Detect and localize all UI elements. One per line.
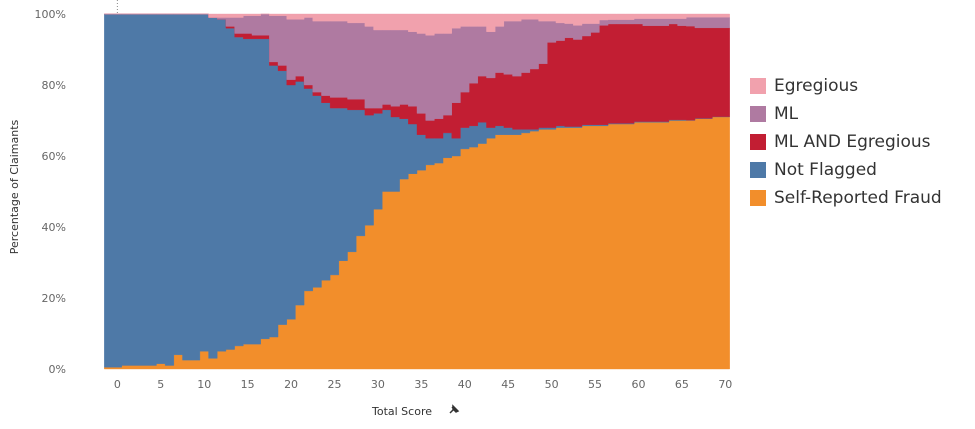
x-tick-label: 35 bbox=[414, 378, 428, 391]
x-tick-label: 15 bbox=[241, 378, 255, 391]
x-tick-label: 0 bbox=[114, 378, 121, 391]
area-egregious bbox=[104, 13, 730, 36]
y-axis-ticks: 0% 20% 40% 60% 80% 100% bbox=[35, 8, 66, 376]
x-tick-label: 5 bbox=[157, 378, 164, 391]
legend-label: ML AND Egregious bbox=[774, 132, 931, 152]
x-tick-label: 50 bbox=[545, 378, 559, 391]
x-tick-label: 10 bbox=[197, 378, 211, 391]
x-tick-label: 70 bbox=[718, 378, 732, 391]
legend-item[interactable]: Egregious bbox=[750, 72, 942, 100]
legend-label: Not Flagged bbox=[774, 160, 877, 180]
x-tick-label: 30 bbox=[371, 378, 385, 391]
x-tick-label: 55 bbox=[588, 378, 602, 391]
legend-item[interactable]: Self-Reported Fraud bbox=[750, 184, 942, 212]
y-tick-label: 0% bbox=[49, 363, 66, 376]
x-tick-label: 65 bbox=[675, 378, 689, 391]
x-tick-label: 60 bbox=[631, 378, 645, 391]
x-axis-title: Total Score bbox=[371, 405, 432, 418]
pin-icon[interactable] bbox=[449, 404, 460, 414]
legend-swatch bbox=[750, 78, 766, 94]
y-axis-title: Percentage of Claimants bbox=[8, 119, 21, 254]
y-tick-label: 20% bbox=[42, 292, 66, 305]
legend-label: Self-Reported Fraud bbox=[774, 188, 942, 208]
legend-swatch bbox=[750, 190, 766, 206]
x-tick-label: 45 bbox=[501, 378, 515, 391]
y-tick-label: 80% bbox=[42, 79, 66, 92]
x-tick-label: 40 bbox=[458, 378, 472, 391]
legend-item[interactable]: ML AND Egregious bbox=[750, 128, 942, 156]
legend-label: ML bbox=[774, 104, 799, 124]
legend-item[interactable]: ML bbox=[750, 100, 942, 128]
legend-item[interactable]: Not Flagged bbox=[750, 156, 942, 184]
y-tick-label: 60% bbox=[42, 150, 66, 163]
legend: Egregious ML ML AND Egregious Not Flagged Se… bbox=[750, 72, 942, 212]
x-axis-ticks: 0 5 10 15 20 25 30 35 40 45 50 55 60 65 70 bbox=[114, 378, 732, 391]
y-tick-label: 40% bbox=[42, 221, 66, 234]
y-tick-label: 100% bbox=[35, 8, 66, 21]
legend-swatch bbox=[750, 106, 766, 122]
x-tick-label: 25 bbox=[327, 378, 341, 391]
legend-swatch bbox=[750, 134, 766, 150]
legend-swatch bbox=[750, 162, 766, 178]
x-tick-label: 20 bbox=[284, 378, 298, 391]
data-areas bbox=[104, 0, 730, 370]
legend-label: Egregious bbox=[774, 76, 859, 96]
